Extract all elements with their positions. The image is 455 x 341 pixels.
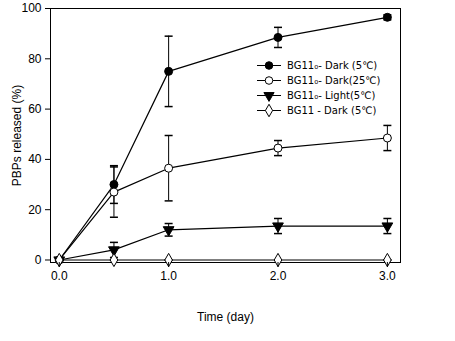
svg-text:BG11₀- Dark(25℃): BG11₀- Dark(25℃)	[287, 75, 381, 86]
svg-text:BG11 - Dark (5℃): BG11 - Dark (5℃)	[287, 105, 377, 116]
svg-text:2.0: 2.0	[270, 269, 287, 283]
svg-text:40: 40	[28, 152, 42, 166]
svg-text:100: 100	[21, 1, 41, 15]
svg-text:20: 20	[28, 203, 42, 217]
svg-text:60: 60	[28, 102, 42, 116]
svg-text:0.0: 0.0	[51, 269, 68, 283]
svg-text:80: 80	[28, 52, 42, 66]
svg-text:Time (day): Time (day)	[197, 310, 254, 324]
svg-text:BG11₀- Dark (5℃): BG11₀- Dark (5℃)	[287, 60, 377, 71]
svg-text:1.0: 1.0	[160, 269, 177, 283]
svg-text:3.0: 3.0	[379, 269, 396, 283]
svg-text:0: 0	[35, 253, 42, 267]
svg-text:BG11₀- Light(5℃): BG11₀- Light(5℃)	[287, 90, 375, 101]
svg-text:PBPs released (%): PBPs released (%)	[10, 85, 24, 186]
